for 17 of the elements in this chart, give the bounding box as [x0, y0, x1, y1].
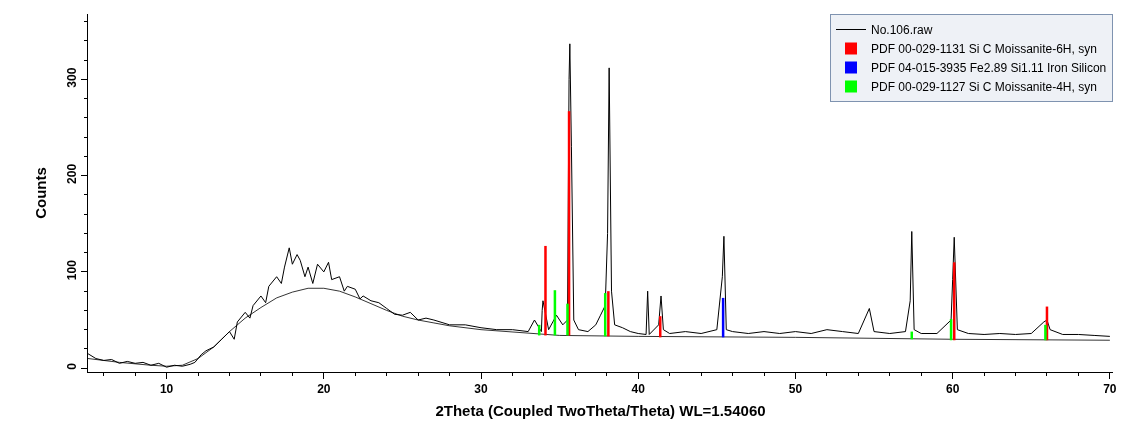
x-tick-label: 50	[788, 382, 803, 397]
y-tick-label: 0	[65, 362, 80, 370]
x-tick-label: 20	[317, 382, 331, 397]
x-tick-label: 40	[631, 382, 646, 397]
legend-label: PDF 04-015-3935 Fe2.89 Si1.11 Iron Silicon	[871, 61, 1107, 76]
y-axis-title: Counts	[32, 167, 50, 219]
legend-label: No.106.raw	[871, 23, 933, 38]
x-tick-label: 30	[474, 382, 489, 397]
x-axis-title: 2Theta (Coupled TwoTheta/Theta) WL=1.54060	[435, 402, 766, 420]
y-tick-label: 200	[65, 163, 80, 184]
y-tick-label: 300	[65, 67, 80, 88]
y-tick-label: 100	[65, 259, 80, 281]
legend-label: PDF 00-029-1127 Si C Moissanite-4H, syn	[871, 80, 1097, 95]
x-tick-label: 60	[945, 382, 960, 397]
legend-label: PDF 00-029-1131 Si C Moissanite-6H, syn	[871, 42, 1097, 57]
x-tick-label: 70	[1103, 382, 1117, 397]
x-tick-label: 10	[159, 382, 174, 397]
